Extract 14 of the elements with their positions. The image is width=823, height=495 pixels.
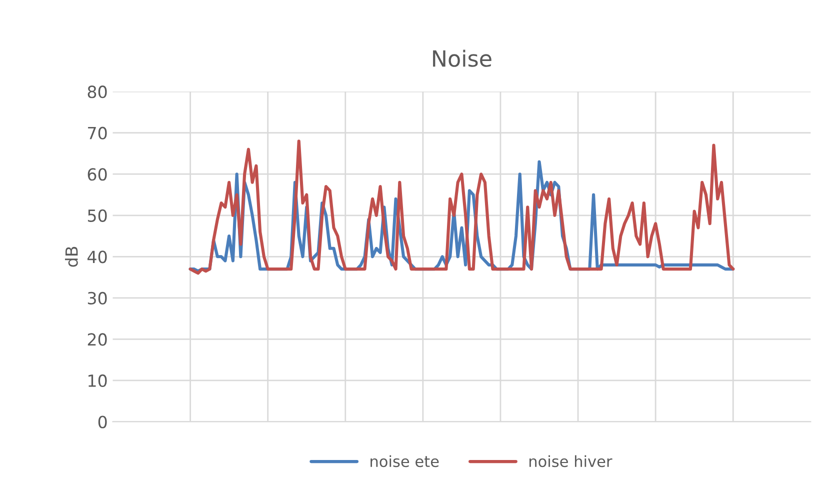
line-series — [188, 140, 735, 275]
y-tick-label: 0 — [98, 416, 107, 428]
y-tick-label: 70 — [88, 126, 107, 140]
legend-label: noise hiver — [529, 455, 612, 468]
y-tick-label: 20 — [88, 333, 107, 346]
y-tick-label: 50 — [88, 209, 107, 222]
chart-title: Noise — [433, 50, 492, 67]
y-tick-label: 10 — [88, 374, 107, 388]
y-tick-label: 60 — [88, 168, 107, 181]
y-axis-title: dB — [64, 246, 78, 267]
y-tick-label: 40 — [87, 250, 107, 264]
y-tick-label: 30 — [88, 292, 107, 304]
legend-label: noise ete — [370, 455, 439, 468]
y-tick-label: 80 — [88, 86, 107, 98]
